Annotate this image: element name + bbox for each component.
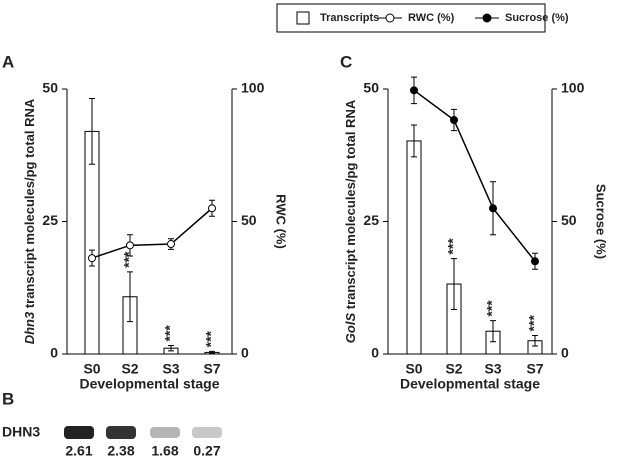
y-axis-title-rest: transcript molecules/pg total RNA	[22, 98, 37, 312]
point	[489, 204, 497, 213]
blot-band	[64, 426, 94, 439]
y-axis-title-gene: GolS	[343, 313, 358, 344]
error-bar	[451, 258, 457, 310]
point	[126, 241, 134, 250]
legend-box	[276, 3, 546, 33]
blot-value: 2.38	[107, 443, 134, 459]
x-tick-label: S2	[121, 361, 138, 377]
significance-label: ***	[484, 300, 500, 317]
x-tick-label: S3	[162, 361, 179, 377]
panel-label: C	[340, 52, 352, 71]
y-tick-label: 0	[50, 345, 58, 361]
x-tick-label: S0	[83, 361, 100, 377]
significance-label: ***	[203, 330, 219, 347]
y2-axis-title: Sucrose (%)	[594, 184, 609, 259]
y2-tick-label: 0	[241, 345, 249, 361]
blot-value: 2.61	[65, 443, 92, 459]
x-tick-label: S0	[405, 361, 422, 377]
x-tick-label: S7	[203, 361, 220, 377]
legend-label: RWC (%)	[408, 12, 455, 24]
legend-label: Transcripts	[320, 12, 379, 24]
y-axis-title-rest: transcript molecules/pg total RNA	[343, 99, 358, 313]
blot-band	[192, 427, 222, 438]
y2-tick-label: 100	[241, 80, 265, 96]
y-axis-title: GolS transcript molecules/pg total RNA	[343, 99, 358, 343]
error-bar	[532, 334, 538, 347]
line	[91, 207, 213, 259]
point	[208, 204, 216, 213]
legend-marker	[482, 13, 492, 23]
blot-label: DHN3	[2, 424, 40, 440]
y2-tick-label: 0	[561, 345, 569, 361]
error-bar	[411, 124, 417, 158]
point	[531, 257, 539, 266]
y2-tick-label: 100	[561, 80, 585, 96]
legend-label: Sucrose (%)	[505, 12, 569, 24]
error-bar	[127, 271, 133, 323]
y-tick-label: 50	[42, 80, 58, 96]
y-tick-label: 25	[363, 212, 379, 228]
blot-value: 1.68	[151, 443, 178, 459]
legend-bar-icon	[296, 11, 310, 25]
point	[410, 86, 418, 95]
line	[413, 89, 536, 262]
legend-marker	[385, 13, 395, 23]
y-tick-label: 50	[363, 80, 379, 96]
y-tick-label: 25	[42, 212, 58, 228]
x-axis-title: Developmental stage	[79, 376, 219, 392]
y-axis-title-gene: Dhn3	[22, 311, 37, 344]
bar	[84, 130, 100, 355]
y-tick-label: 0	[371, 345, 379, 361]
y2-axis-title: RWC (%)	[274, 194, 289, 249]
blot-band	[106, 426, 136, 439]
bar	[406, 140, 422, 355]
error-bar	[89, 98, 95, 165]
significance-label: ***	[121, 251, 137, 268]
significance-label: ***	[445, 238, 461, 255]
point	[167, 240, 175, 249]
y2-tick-label: 50	[241, 212, 257, 228]
error-bar	[209, 350, 215, 354]
x-tick-label: S2	[445, 361, 462, 377]
panel-label: B	[2, 389, 14, 408]
significance-label: ***	[526, 315, 542, 332]
x-tick-label: S7	[526, 361, 543, 377]
error-bar	[490, 320, 496, 343]
x-axis-title: Developmental stage	[400, 376, 540, 392]
point	[450, 116, 458, 125]
error-bar	[168, 345, 174, 352]
panel-label: A	[2, 52, 14, 71]
point	[88, 254, 96, 263]
significance-label: ***	[162, 325, 178, 342]
y2-tick-label: 50	[561, 212, 577, 228]
x-tick-label: S3	[484, 361, 501, 377]
blot-value: 0.27	[193, 443, 220, 459]
blot-band	[150, 427, 180, 438]
y-axis-title: Dhn3 transcript molecules/pg total RNA	[22, 98, 37, 344]
